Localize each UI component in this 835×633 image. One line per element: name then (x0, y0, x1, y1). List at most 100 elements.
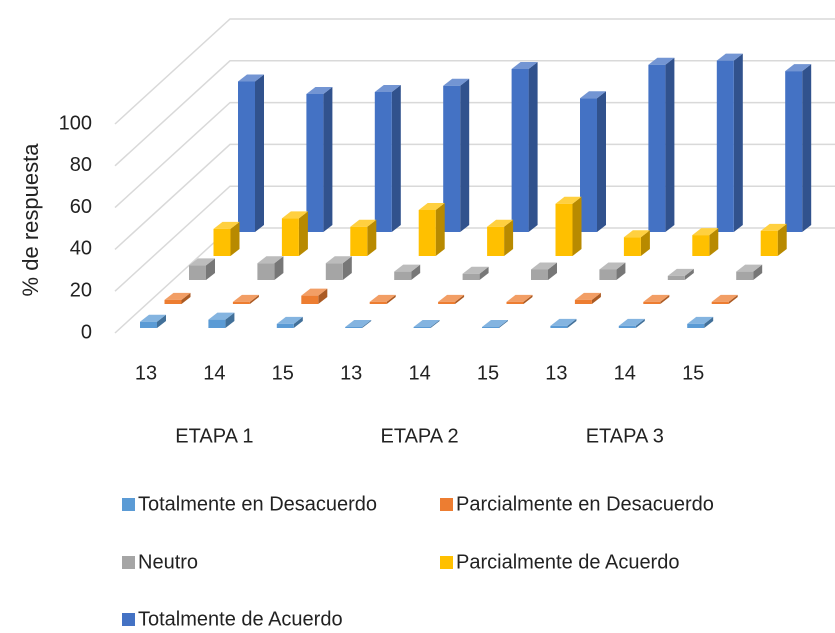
bar-front (374, 91, 392, 232)
bar-front (301, 295, 319, 304)
bar-side (318, 288, 328, 304)
bar-front (482, 326, 499, 328)
bar (369, 294, 396, 304)
bar-side (523, 294, 533, 304)
bar-front (785, 71, 803, 232)
bar (394, 264, 421, 280)
bar-side (499, 319, 508, 328)
bar-top (350, 219, 377, 227)
bar-top (760, 223, 787, 231)
bar-front (438, 301, 456, 304)
bar-side (157, 314, 166, 328)
bar (618, 318, 645, 328)
bar (238, 74, 264, 233)
bar-side (323, 87, 333, 232)
bar-side (230, 221, 240, 256)
bar-top (462, 266, 489, 274)
bar-side (181, 292, 191, 304)
legend-label: Neutro (138, 551, 198, 573)
bar-front (257, 263, 275, 280)
bar-front (506, 301, 524, 304)
bar (281, 211, 308, 256)
bar (276, 316, 303, 328)
y-tick-label: 80 (70, 154, 92, 176)
bar-side (225, 312, 235, 328)
bar-top (189, 258, 215, 266)
bar-side (665, 57, 675, 232)
bar-front (325, 263, 343, 280)
bar (350, 219, 377, 256)
bar-side (704, 316, 714, 328)
bar-front (716, 60, 734, 233)
bar-front (511, 68, 529, 232)
bar-top (394, 264, 421, 272)
bar (257, 256, 284, 280)
bar-front (648, 64, 666, 232)
bar-front (394, 271, 412, 280)
bar-side (249, 294, 259, 304)
grid-line (114, 18, 835, 125)
bar-front (736, 271, 754, 280)
bar-top (306, 87, 333, 95)
bar (462, 266, 489, 280)
bar-side (591, 292, 601, 304)
bar (692, 228, 719, 256)
bar-side (660, 294, 670, 304)
legend-swatch (440, 498, 453, 511)
bar-front (350, 226, 368, 256)
bar-top (531, 262, 557, 270)
bar-side (548, 262, 557, 280)
bar (785, 64, 812, 232)
y-tick-label: 100 (59, 112, 92, 134)
bar-top (555, 196, 582, 204)
bar-top (711, 294, 738, 302)
x-tick-label: 15 (272, 362, 294, 384)
legend-label: Totalmente en Desacuerdo (138, 493, 377, 515)
bar-side (430, 319, 440, 328)
bar (438, 294, 465, 304)
bar-top (692, 228, 719, 236)
bar-front (531, 269, 548, 280)
bar-front (687, 323, 705, 328)
bar (306, 87, 333, 232)
bar-front (281, 218, 299, 256)
bar-side (616, 262, 626, 280)
bar-front (164, 299, 182, 304)
y-tick-label: 0 (81, 321, 92, 343)
bar-top (438, 294, 465, 302)
bar-side (455, 294, 465, 304)
group-label: ETAPA 3 (586, 425, 664, 447)
bar (418, 203, 445, 256)
bar-side (293, 316, 303, 328)
legend-label: Parcialmente en Desacuerdo (456, 493, 714, 515)
bar (580, 91, 606, 233)
bar-side (386, 294, 396, 304)
bar (623, 230, 650, 256)
bar (667, 268, 694, 280)
bar (506, 294, 533, 304)
bar-side (572, 196, 582, 256)
bar-front (238, 81, 255, 233)
bar-top (643, 294, 670, 302)
bar-side (635, 318, 645, 328)
bar-top (599, 262, 626, 270)
bar-top (345, 319, 372, 327)
bar (301, 288, 328, 304)
grid-line (114, 185, 835, 292)
y-tick-label: 20 (70, 279, 92, 301)
bar-top (213, 221, 240, 229)
grid-line (114, 60, 835, 167)
bar-side (391, 84, 401, 232)
bar-front (550, 325, 568, 328)
grid-line (114, 143, 835, 250)
bar-side (709, 228, 719, 256)
bar-front (760, 230, 778, 256)
bar-top (487, 219, 514, 227)
x-tick-label: 13 (340, 362, 362, 384)
bar (648, 57, 675, 232)
bar-top (208, 312, 235, 320)
bar-front (580, 98, 597, 233)
bar-top (281, 211, 308, 219)
bar-side (460, 78, 470, 232)
bar-side (255, 74, 264, 233)
